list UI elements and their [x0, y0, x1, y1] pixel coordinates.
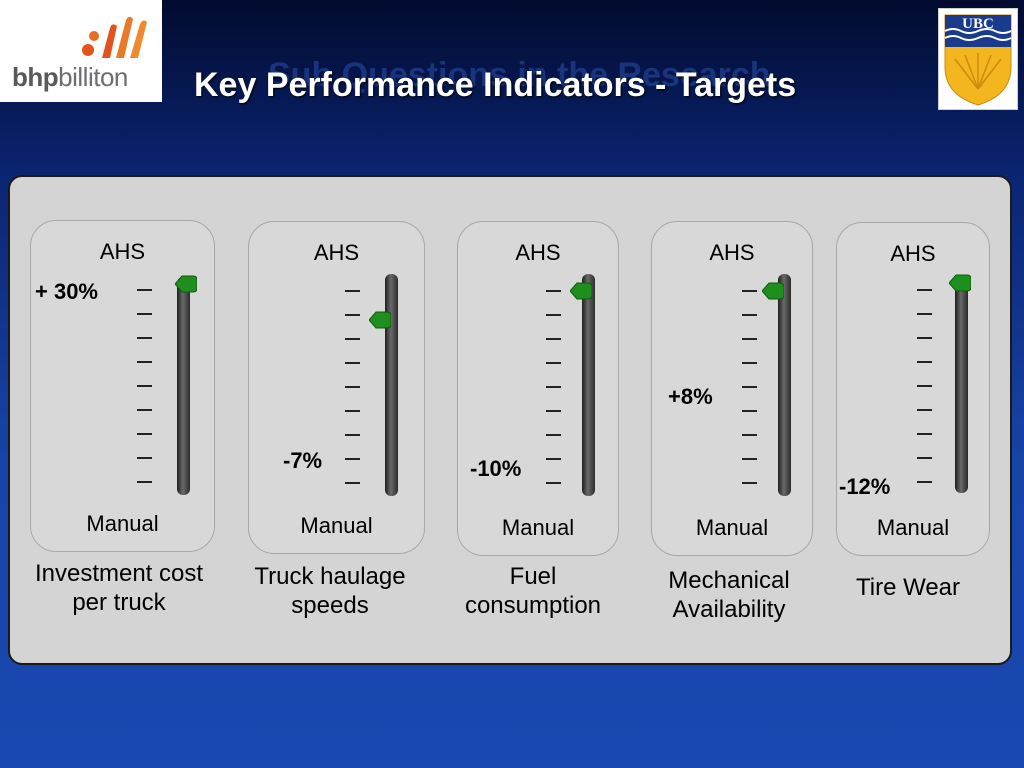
gauge-tick: [917, 457, 932, 459]
gauge-tick: [137, 409, 152, 411]
gauge-tick: [137, 289, 152, 291]
gauge-track: [955, 275, 968, 493]
gauge-tick: [742, 290, 757, 292]
gauge-investment-cost: AHS Manual + 30%: [30, 220, 215, 552]
gauge-tick: [742, 362, 757, 364]
gauge-tick: [137, 481, 152, 483]
bhp-billiton-logo: bhpbilliton: [0, 0, 162, 102]
gauge-tick: [345, 482, 360, 484]
bhp-billiton-wordmark: bhpbilliton: [12, 62, 128, 92]
gauge-bottom-label: Manual: [501, 515, 575, 540]
slide-title: Key Performance Indicators - Targets: [194, 66, 797, 104]
gauge-tick: [546, 290, 561, 292]
gauge-tick: [742, 458, 757, 460]
gauge-tick: [345, 338, 360, 340]
gauge-top-label: AHS: [313, 240, 360, 265]
gauge-tick: [742, 314, 757, 316]
gauge-value-label: + 30%: [35, 279, 98, 304]
gauge-tick: [546, 338, 561, 340]
gauge-marker-icon: [369, 311, 391, 329]
gauge-marker-icon: [949, 274, 971, 292]
gauge-top-label: AHS: [709, 240, 755, 265]
gauge-value-label: +8%: [668, 384, 713, 409]
gauge-tick: [137, 457, 152, 459]
gauge-tick: [546, 458, 561, 460]
gauge-fuel-consumption: AHS Manual -10%: [457, 221, 619, 556]
gauge-tick: [345, 362, 360, 364]
gauge-tick: [345, 290, 360, 292]
bhp-mark-icon: [82, 16, 147, 58]
gauge-track: [177, 277, 190, 495]
gauge-top-label: AHS: [99, 239, 146, 264]
gauge-tick: [917, 385, 932, 387]
gauge-tick: [345, 434, 360, 436]
gauge-tick: [137, 313, 152, 315]
svg-text:UBC: UBC: [962, 16, 994, 32]
gauge-tick: [917, 481, 932, 483]
gauge-tick: [137, 433, 152, 435]
gauge-tick: [742, 410, 757, 412]
ghost-title: Sub Questions in the Research: [268, 56, 771, 94]
gauge-tick: [546, 314, 561, 316]
gauge-tick: [546, 482, 561, 484]
gauge-truck-haulage: AHS Manual -7%: [248, 221, 425, 554]
gauge-top-label: AHS: [515, 240, 561, 265]
gauge-track: [582, 274, 595, 496]
gauge-track: [778, 274, 791, 496]
gauge-tick: [917, 313, 932, 315]
gauge-value-label: -12%: [839, 474, 891, 499]
gauge-top-label: AHS: [890, 241, 936, 266]
gauge-bottom-label: Manual: [86, 511, 159, 536]
gauge-tick: [137, 361, 152, 363]
caption-tire-wear: Tire Wear: [855, 574, 960, 601]
gauge-mechanical-availability: AHS Manual +8%: [651, 221, 813, 556]
caption-truck-haulage: Truck haulage speeds: [254, 563, 406, 619]
gauge-tick: [917, 289, 932, 291]
gauge-tick: [546, 362, 561, 364]
gauge-value-label: -7%: [283, 448, 323, 473]
ubc-logo: UBC: [938, 8, 1018, 110]
caption-mechanical-availability: Mechanical Availability: [668, 567, 790, 623]
gauge-marker-icon: [762, 282, 784, 300]
gauge-tick: [546, 410, 561, 412]
gauge-tick: [742, 338, 757, 340]
gauge-bottom-label: Manual: [876, 515, 950, 540]
gauge-tick: [345, 458, 360, 460]
kpi-panel: AHS Manual + 30% AHS Manual -7% AHS Manu…: [8, 175, 1012, 665]
gauge-track: [385, 274, 398, 496]
gauge-value-label: -10%: [470, 456, 522, 481]
gauge-bottom-label: Manual: [300, 513, 373, 538]
gauge-tire-wear: AHS Manual -12%: [836, 222, 990, 556]
caption-investment-cost: Investment cost per truck: [34, 560, 204, 616]
gauge-tick: [742, 482, 757, 484]
ubc-crest-icon: UBC: [944, 14, 1012, 106]
gauge-tick: [345, 314, 360, 316]
caption-fuel-consumption: Fuel consumption: [464, 563, 602, 619]
gauge-tick: [917, 409, 932, 411]
gauge-tick: [137, 337, 152, 339]
gauge-tick: [546, 434, 561, 436]
gauge-tick: [345, 386, 360, 388]
gauge-tick: [137, 385, 152, 387]
gauge-marker-icon: [570, 282, 592, 300]
gauge-tick: [917, 361, 932, 363]
gauge-tick: [917, 337, 932, 339]
gauge-marker-icon: [175, 275, 197, 293]
gauge-tick: [546, 386, 561, 388]
gauge-tick: [742, 434, 757, 436]
gauge-tick: [917, 433, 932, 435]
gauge-tick: [742, 386, 757, 388]
gauge-tick: [345, 410, 360, 412]
gauge-bottom-label: Manual: [695, 515, 769, 540]
